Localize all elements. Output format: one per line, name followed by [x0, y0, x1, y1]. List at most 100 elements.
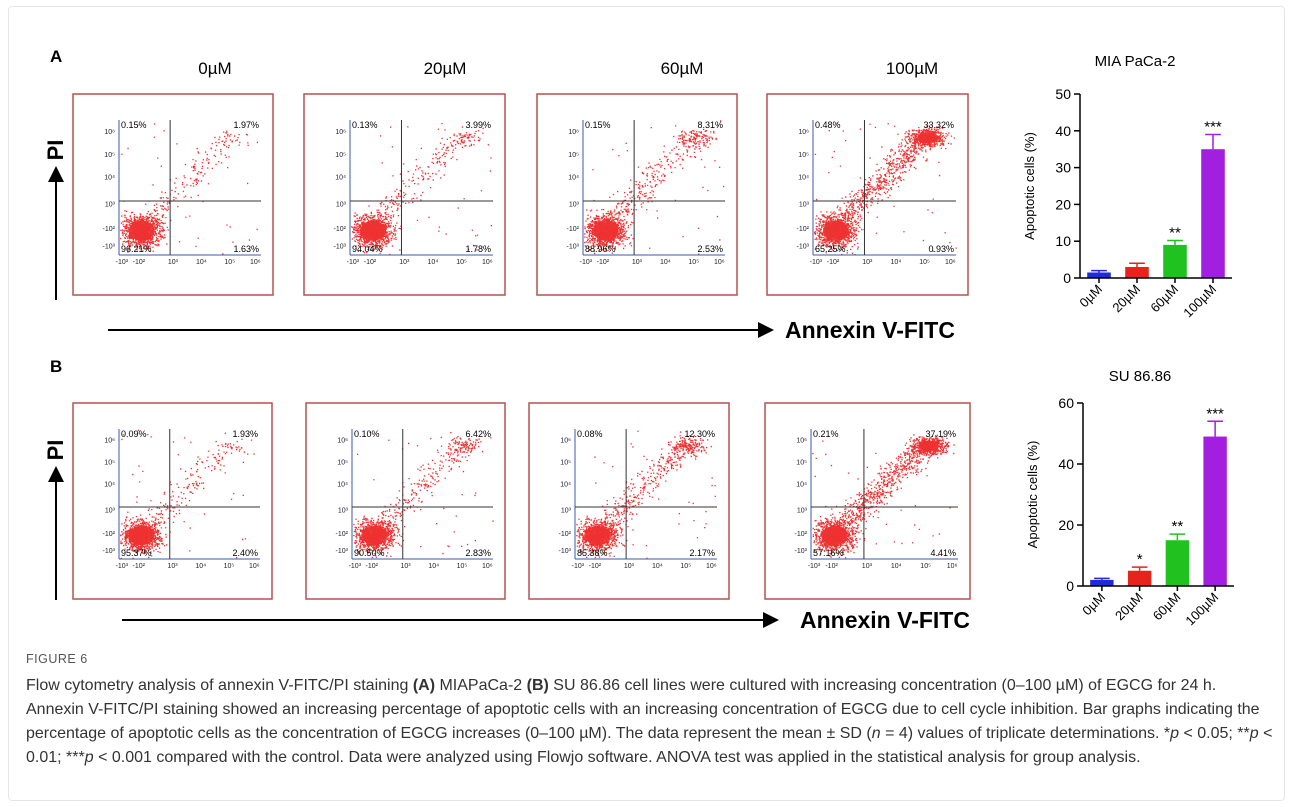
y-axis-title: Apoptotic cells (%)	[1025, 441, 1040, 549]
flow-y-tick-label: 10⁴	[560, 482, 571, 489]
significance-label: **	[1172, 518, 1184, 535]
quadrant-percent: 1.63%	[233, 244, 259, 254]
flow-x-tick-label: 10³	[632, 259, 643, 266]
flow-x-tick-label: -10³	[808, 563, 821, 570]
caption-segment: < 0.001 compared with the control. Data …	[94, 749, 1141, 766]
significance-label: ***	[1206, 405, 1224, 422]
y-tick-label: 60	[1058, 395, 1074, 411]
flow-y-tick-label: 10³	[799, 202, 810, 209]
flow-x-tick-label: -10²	[825, 563, 838, 570]
flow-x-tick-label: 10⁴	[428, 259, 439, 266]
caption-segment: MIAPaCa-2	[435, 677, 527, 694]
flow-y-tick-label: 10⁵	[335, 152, 346, 159]
quadrant-percent: 0.10%	[354, 429, 380, 439]
x-axis-label: Annexin V-FITC	[800, 607, 970, 633]
flow-x-tick-label: -10²	[589, 563, 602, 570]
flow-x-tick-label: 10³	[168, 259, 179, 266]
flow-x-tick-label: 10³	[399, 259, 410, 266]
caption-text: Flow cytometry analysis of annexin V-FIT…	[26, 674, 1276, 770]
flow-y-tick-label: 10⁶	[104, 437, 115, 444]
flow-x-tick-label: -10³	[116, 563, 129, 570]
flow-y-tick-label: 10³	[338, 508, 349, 515]
bar	[1201, 149, 1225, 278]
flow-y-tick-label: 10⁴	[796, 482, 807, 489]
y-tick-label: 20	[1058, 517, 1074, 533]
y-axis-label: PI	[43, 140, 68, 161]
flow-y-tick-label: 10⁴	[104, 175, 115, 182]
x-tick-label: 60µM	[1147, 282, 1181, 316]
flow-x-tick-label: 10³	[862, 259, 873, 266]
flow-y-tick-label: 10⁶	[560, 437, 571, 444]
flow-y-tick-label: 10⁵	[104, 152, 115, 159]
flow-x-tick-label: 10⁵	[224, 563, 235, 570]
flow-y-tick-label: 10⁶	[337, 437, 348, 444]
flow-x-tick-label: 10⁶	[249, 563, 260, 570]
quadrant-percent: 2.17%	[689, 548, 715, 558]
y-tick-label: 40	[1058, 456, 1074, 472]
flow-y-tick-label: 10⁵	[560, 460, 571, 467]
x-tick-label: 60µM	[1150, 590, 1184, 624]
quadrant-percent: 8.31%	[697, 120, 723, 130]
flow-x-tick-label: -10²	[133, 563, 146, 570]
y-tick-label: 0	[1063, 270, 1071, 286]
x-tick-label: 20µM	[1109, 282, 1143, 316]
caption-segment: Flow cytometry analysis of annexin V-FIT…	[26, 677, 413, 694]
bar	[1203, 437, 1226, 586]
x-tick-label: 0µM	[1076, 282, 1105, 311]
quadrant-percent: 33.32%	[923, 120, 954, 130]
flow-x-tick-label: 10⁴	[660, 259, 671, 266]
flow-y-tick-label: -10²	[795, 531, 808, 538]
flow-y-tick-label: 10³	[105, 202, 116, 209]
flow-x-tick-label: -10³	[572, 563, 585, 570]
x-tick-label: 100µM	[1182, 590, 1221, 629]
flow-x-tick-label: 10⁶	[947, 563, 958, 570]
error-bar	[1205, 134, 1221, 149]
quadrant-percent: 0.15%	[121, 120, 147, 130]
flow-y-tick-label: 10³	[569, 202, 580, 209]
bar	[1128, 571, 1151, 586]
flow-x-tick-label: -10²	[364, 259, 377, 266]
flow-x-tick-label: 10⁵	[920, 563, 931, 570]
flow-y-tick-label: -10³	[103, 548, 116, 555]
flow-x-tick-label: 10³	[624, 563, 635, 570]
quadrant-percent: 95.37%	[121, 548, 152, 558]
caption-segment: < 0.05; **	[1179, 725, 1250, 742]
quadrant-percent: 94.04%	[352, 244, 383, 254]
flow-x-tick-label: -10²	[827, 259, 840, 266]
flow-y-tick-label: -10³	[559, 548, 572, 555]
quadrant-percent: 2.40%	[232, 548, 258, 558]
flow-y-tick-label: -10³	[334, 244, 347, 251]
flow-x-tick-label: 10⁴	[891, 563, 902, 570]
caption-segment: n	[872, 725, 881, 742]
flow-y-tick-label: -10²	[334, 226, 347, 233]
quadrant-percent: 0.48%	[815, 120, 841, 130]
flow-y-tick-label: -10³	[567, 244, 580, 251]
quadrant-percent: 0.21%	[813, 429, 839, 439]
flow-y-tick-label: 10⁵	[796, 460, 807, 467]
flow-x-tick-label: 10⁵	[456, 259, 467, 266]
quadrant-percent: 1.93%	[232, 429, 258, 439]
caption-segment: p	[1170, 725, 1179, 742]
flow-x-tick-label: -10³	[347, 259, 360, 266]
quadrant-percent: 57.16%	[813, 548, 844, 558]
quadrant-percent: 0.08%	[577, 429, 603, 439]
flow-y-tick-label: -10³	[797, 244, 810, 251]
x-tick-label: 0µM	[1079, 590, 1108, 619]
flow-x-tick-label: 10⁴	[428, 563, 439, 570]
figure: A0µM20µM60µM100µMPIAnnexin V-FITC-10³-10…	[0, 0, 1295, 640]
y-tick-label: 0	[1066, 578, 1074, 594]
flow-x-tick-label: 10⁶	[250, 259, 261, 266]
caption-segment: p	[1250, 725, 1259, 742]
quadrant-percent: 37.19%	[925, 429, 956, 439]
x-tick-label: 100µM	[1180, 282, 1219, 321]
flow-y-tick-label: -10²	[103, 226, 116, 233]
flow-x-tick-label: 10⁴	[196, 259, 207, 266]
error-bar	[1129, 263, 1145, 267]
error-bar	[1207, 421, 1223, 436]
flow-x-tick-label: -10²	[133, 259, 146, 266]
y-tick-label: 30	[1055, 160, 1071, 176]
bar	[1163, 245, 1187, 278]
flow-y-tick-label: 10⁵	[337, 460, 348, 467]
quadrant-percent: 1.78%	[465, 244, 491, 254]
flow-y-tick-label: -10²	[559, 531, 572, 538]
